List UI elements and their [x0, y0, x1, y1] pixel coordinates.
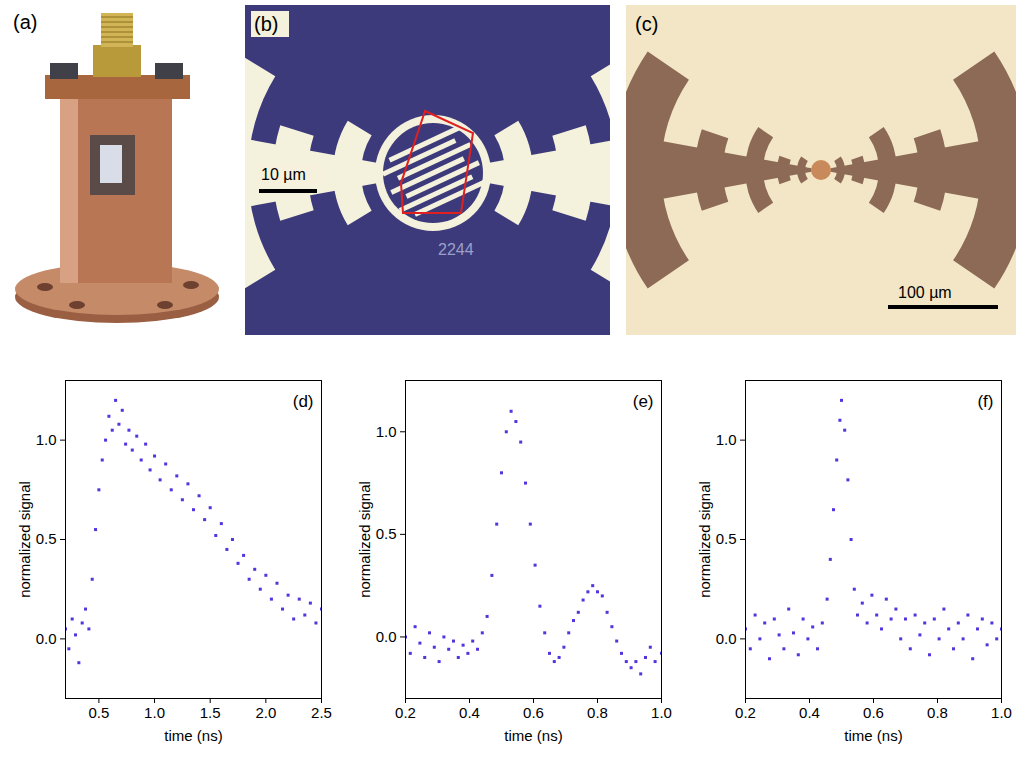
- svg-text:0.8: 0.8: [927, 704, 948, 721]
- svg-text:10 µm: 10 µm: [261, 166, 306, 183]
- svg-text:0.0: 0.0: [36, 630, 57, 647]
- svg-text:(e): (e): [633, 392, 654, 411]
- svg-text:time (ns): time (ns): [504, 727, 562, 744]
- svg-text:0.5: 0.5: [88, 704, 109, 721]
- svg-text:normalized signal: normalized signal: [356, 481, 373, 598]
- svg-text:0.4: 0.4: [799, 704, 820, 721]
- svg-text:1.0: 1.0: [716, 431, 737, 448]
- svg-text:2.0: 2.0: [255, 704, 276, 721]
- svg-text:0.0: 0.0: [376, 628, 397, 645]
- svg-text:0.5: 0.5: [716, 530, 737, 547]
- svg-text:1.0: 1.0: [36, 431, 57, 448]
- svg-text:0.8: 0.8: [587, 704, 608, 721]
- svg-text:(a): (a): [13, 11, 37, 33]
- svg-text:1.0: 1.0: [144, 704, 165, 721]
- svg-text:(b): (b): [254, 13, 278, 35]
- svg-text:1.0: 1.0: [376, 423, 397, 440]
- svg-text:2.5: 2.5: [311, 704, 332, 721]
- svg-text:(d): (d): [293, 392, 314, 411]
- svg-text:0.5: 0.5: [36, 530, 57, 547]
- svg-text:0.5: 0.5: [376, 525, 397, 542]
- svg-text:1.0: 1.0: [991, 704, 1012, 721]
- svg-text:time (ns): time (ns): [844, 727, 902, 744]
- svg-text:(c): (c): [635, 13, 658, 35]
- svg-text:0.4: 0.4: [459, 704, 480, 721]
- svg-text:1.0: 1.0: [651, 704, 672, 721]
- svg-text:0.6: 0.6: [863, 704, 884, 721]
- svg-text:normalized signal: normalized signal: [16, 481, 33, 598]
- svg-text:0.2: 0.2: [735, 704, 756, 721]
- svg-text:normalized signal: normalized signal: [696, 481, 713, 598]
- svg-text:time (ns): time (ns): [164, 727, 222, 744]
- svg-text:1.5: 1.5: [200, 704, 221, 721]
- svg-text:(f): (f): [977, 392, 993, 411]
- svg-text:2244: 2244: [438, 241, 474, 258]
- svg-text:0.0: 0.0: [716, 630, 737, 647]
- svg-text:0.2: 0.2: [395, 704, 416, 721]
- svg-text:100 µm: 100 µm: [898, 284, 952, 301]
- svg-text:0.6: 0.6: [523, 704, 544, 721]
